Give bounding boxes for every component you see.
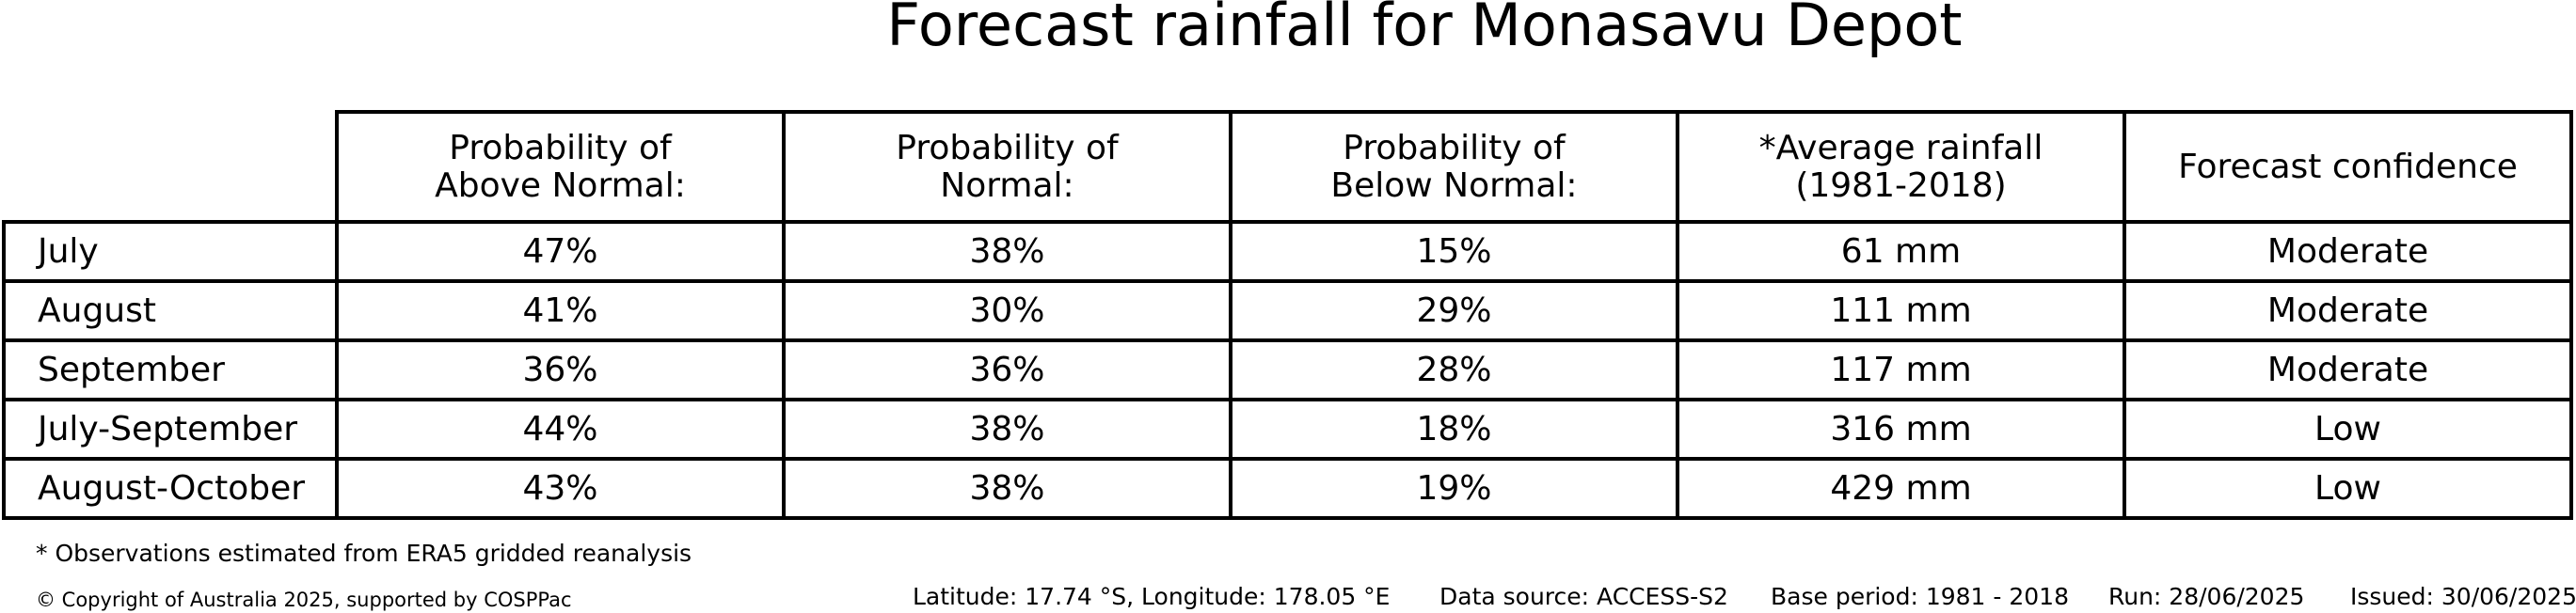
cell-average-rainfall: 111 mm <box>1676 279 2126 342</box>
cell-forecast-confidence: Moderate <box>2123 279 2573 342</box>
header-line: (1981-2018) <box>1795 165 2007 205</box>
cell-above-normal: 41% <box>335 279 786 342</box>
cell-forecast-confidence: Moderate <box>2123 220 2573 283</box>
header-line: Probability of <box>449 128 672 167</box>
cell-below-normal: 29% <box>1229 279 1679 342</box>
table-row: September 36% 36% 28% 117 mm Moderate <box>2 338 2573 401</box>
cell-average-rainfall: 117 mm <box>1676 338 2126 401</box>
header-line: Forecast confidence <box>2178 147 2518 186</box>
cell-below-normal: 18% <box>1229 398 1679 461</box>
forecast-table: Probability of Above Normal: Probability… <box>2 110 2573 520</box>
header-line: Probability of <box>896 128 1119 167</box>
header-line: *Average rainfall <box>1758 128 2043 167</box>
header-line: Probability of <box>1343 128 1566 167</box>
header-below-normal: Probability of Below Normal: <box>1229 110 1679 224</box>
header-line: Below Normal: <box>1330 165 1578 205</box>
table-header-row: Probability of Above Normal: Probability… <box>4 110 2573 224</box>
data-source: Data source: ACCESS-S2 <box>1439 583 1728 610</box>
row-period-label: July <box>2 220 339 283</box>
table-row: July-September 44% 38% 18% 316 mm Low <box>2 398 2573 461</box>
header-line: Above Normal: <box>435 165 686 205</box>
header-forecast-confidence: Forecast confidence <box>2123 110 2573 224</box>
cell-normal: 38% <box>782 398 1232 461</box>
cell-forecast-confidence: Low <box>2123 398 2573 461</box>
footnote: * Observations estimated from ERA5 gridd… <box>36 540 692 567</box>
cell-normal: 36% <box>782 338 1232 401</box>
cell-forecast-confidence: Low <box>2123 457 2573 520</box>
row-period-label: August-October <box>2 457 339 520</box>
header-normal: Probability of Normal: <box>782 110 1232 224</box>
row-period-label: August <box>2 279 339 342</box>
page-title: Forecast rainfall for Monasavu Depot <box>886 0 1963 59</box>
row-period-label: July-September <box>2 398 339 461</box>
cell-above-normal: 47% <box>335 220 786 283</box>
cell-below-normal: 28% <box>1229 338 1679 401</box>
run-date: Run: 28/06/2025 <box>2108 583 2305 610</box>
issued-date: Issued: 30/06/2025 <box>2350 583 2576 610</box>
cell-average-rainfall: 429 mm <box>1676 457 2126 520</box>
cell-normal: 38% <box>782 457 1232 520</box>
cell-below-normal: 19% <box>1229 457 1679 520</box>
copyright-notice: © Copyright of Australia 2025, supported… <box>36 589 572 611</box>
cell-below-normal: 15% <box>1229 220 1679 283</box>
base-period: Base period: 1981 - 2018 <box>1771 583 2069 610</box>
cell-normal: 30% <box>782 279 1232 342</box>
table-row: July 47% 38% 15% 61 mm Moderate <box>2 220 2573 283</box>
cell-average-rainfall: 61 mm <box>1676 220 2126 283</box>
location-coordinates: Latitude: 17.74 °S, Longitude: 178.05 °E <box>913 583 1391 610</box>
header-blank-cell <box>4 112 339 224</box>
cell-average-rainfall: 316 mm <box>1676 398 2126 461</box>
table-row: August 41% 30% 29% 111 mm Moderate <box>2 279 2573 342</box>
header-line: Normal: <box>940 165 1074 205</box>
row-period-label: September <box>2 338 339 401</box>
cell-forecast-confidence: Moderate <box>2123 338 2573 401</box>
cell-normal: 38% <box>782 220 1232 283</box>
header-above-normal: Probability of Above Normal: <box>335 110 786 224</box>
cell-above-normal: 43% <box>335 457 786 520</box>
cell-above-normal: 36% <box>335 338 786 401</box>
cell-above-normal: 44% <box>335 398 786 461</box>
header-average-rainfall: *Average rainfall (1981-2018) <box>1676 110 2126 224</box>
table-row: August-October 43% 38% 19% 429 mm Low <box>2 457 2573 520</box>
